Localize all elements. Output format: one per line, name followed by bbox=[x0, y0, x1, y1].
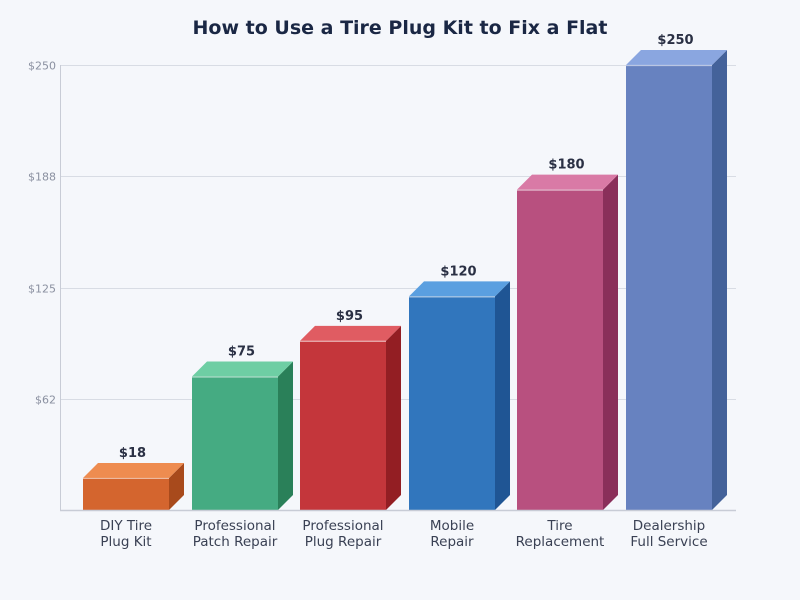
bar-side-face bbox=[169, 462, 184, 510]
value-label: $75 bbox=[228, 345, 255, 360]
x-tick-label: Patch Repair bbox=[193, 534, 278, 550]
bar: $120 bbox=[409, 264, 510, 510]
y-tick-label: $188 bbox=[28, 171, 56, 184]
value-label: $95 bbox=[336, 309, 363, 324]
x-tick-label: Plug Kit bbox=[100, 534, 151, 550]
bar: $180 bbox=[517, 158, 618, 510]
value-label: $120 bbox=[440, 264, 476, 279]
bar-side-face bbox=[495, 281, 510, 510]
bar-top-face bbox=[409, 281, 510, 297]
x-tick-label: Repair bbox=[430, 534, 474, 550]
bar-front-face bbox=[517, 189, 603, 510]
bar-front-face bbox=[626, 65, 712, 510]
y-tick-label: $62 bbox=[35, 394, 56, 407]
bar-front-face bbox=[300, 340, 386, 510]
x-tick-label: Full Service bbox=[630, 534, 707, 550]
x-tick-label: Plug Repair bbox=[305, 534, 382, 550]
y-tick-label: $125 bbox=[28, 283, 56, 296]
bar-side-face bbox=[278, 361, 293, 510]
x-tick-label: Tire bbox=[546, 518, 572, 534]
x-tick-label: Replacement bbox=[516, 534, 605, 550]
bar-top-face bbox=[626, 50, 727, 65]
bar-front-face bbox=[409, 296, 495, 510]
bar-top-face bbox=[300, 325, 401, 341]
bar-top-face bbox=[83, 462, 184, 478]
x-tick-label: DIY Tire bbox=[100, 518, 152, 534]
bar: $250 bbox=[626, 33, 727, 510]
value-label: $180 bbox=[548, 158, 584, 173]
y-axis: $62 $125 $188 $250 bbox=[28, 60, 61, 510]
value-label: $250 bbox=[657, 33, 693, 48]
bar: $18 bbox=[83, 446, 184, 510]
bar-top-face bbox=[192, 361, 293, 377]
chart-title: How to Use a Tire Plug Kit to Fix a Flat bbox=[193, 17, 608, 39]
bars: $18 $75 $95 $120 $180 $250 bbox=[83, 33, 727, 510]
bar-side-face bbox=[603, 174, 618, 510]
bar: $75 bbox=[192, 345, 293, 510]
x-tick-label: Professional bbox=[194, 518, 275, 534]
x-tick-label: Dealership bbox=[633, 518, 706, 534]
x-tick-label: Professional bbox=[302, 518, 383, 534]
bar-side-face bbox=[712, 50, 727, 510]
x-tick-label: Mobile bbox=[430, 518, 474, 534]
value-label: $18 bbox=[119, 446, 146, 461]
bar-front-face bbox=[83, 477, 169, 510]
bar-top-face bbox=[517, 174, 618, 190]
bar: $95 bbox=[300, 309, 401, 510]
bar-front-face bbox=[192, 376, 278, 510]
y-tick-label: $250 bbox=[28, 60, 56, 73]
bar-side-face bbox=[386, 325, 401, 510]
